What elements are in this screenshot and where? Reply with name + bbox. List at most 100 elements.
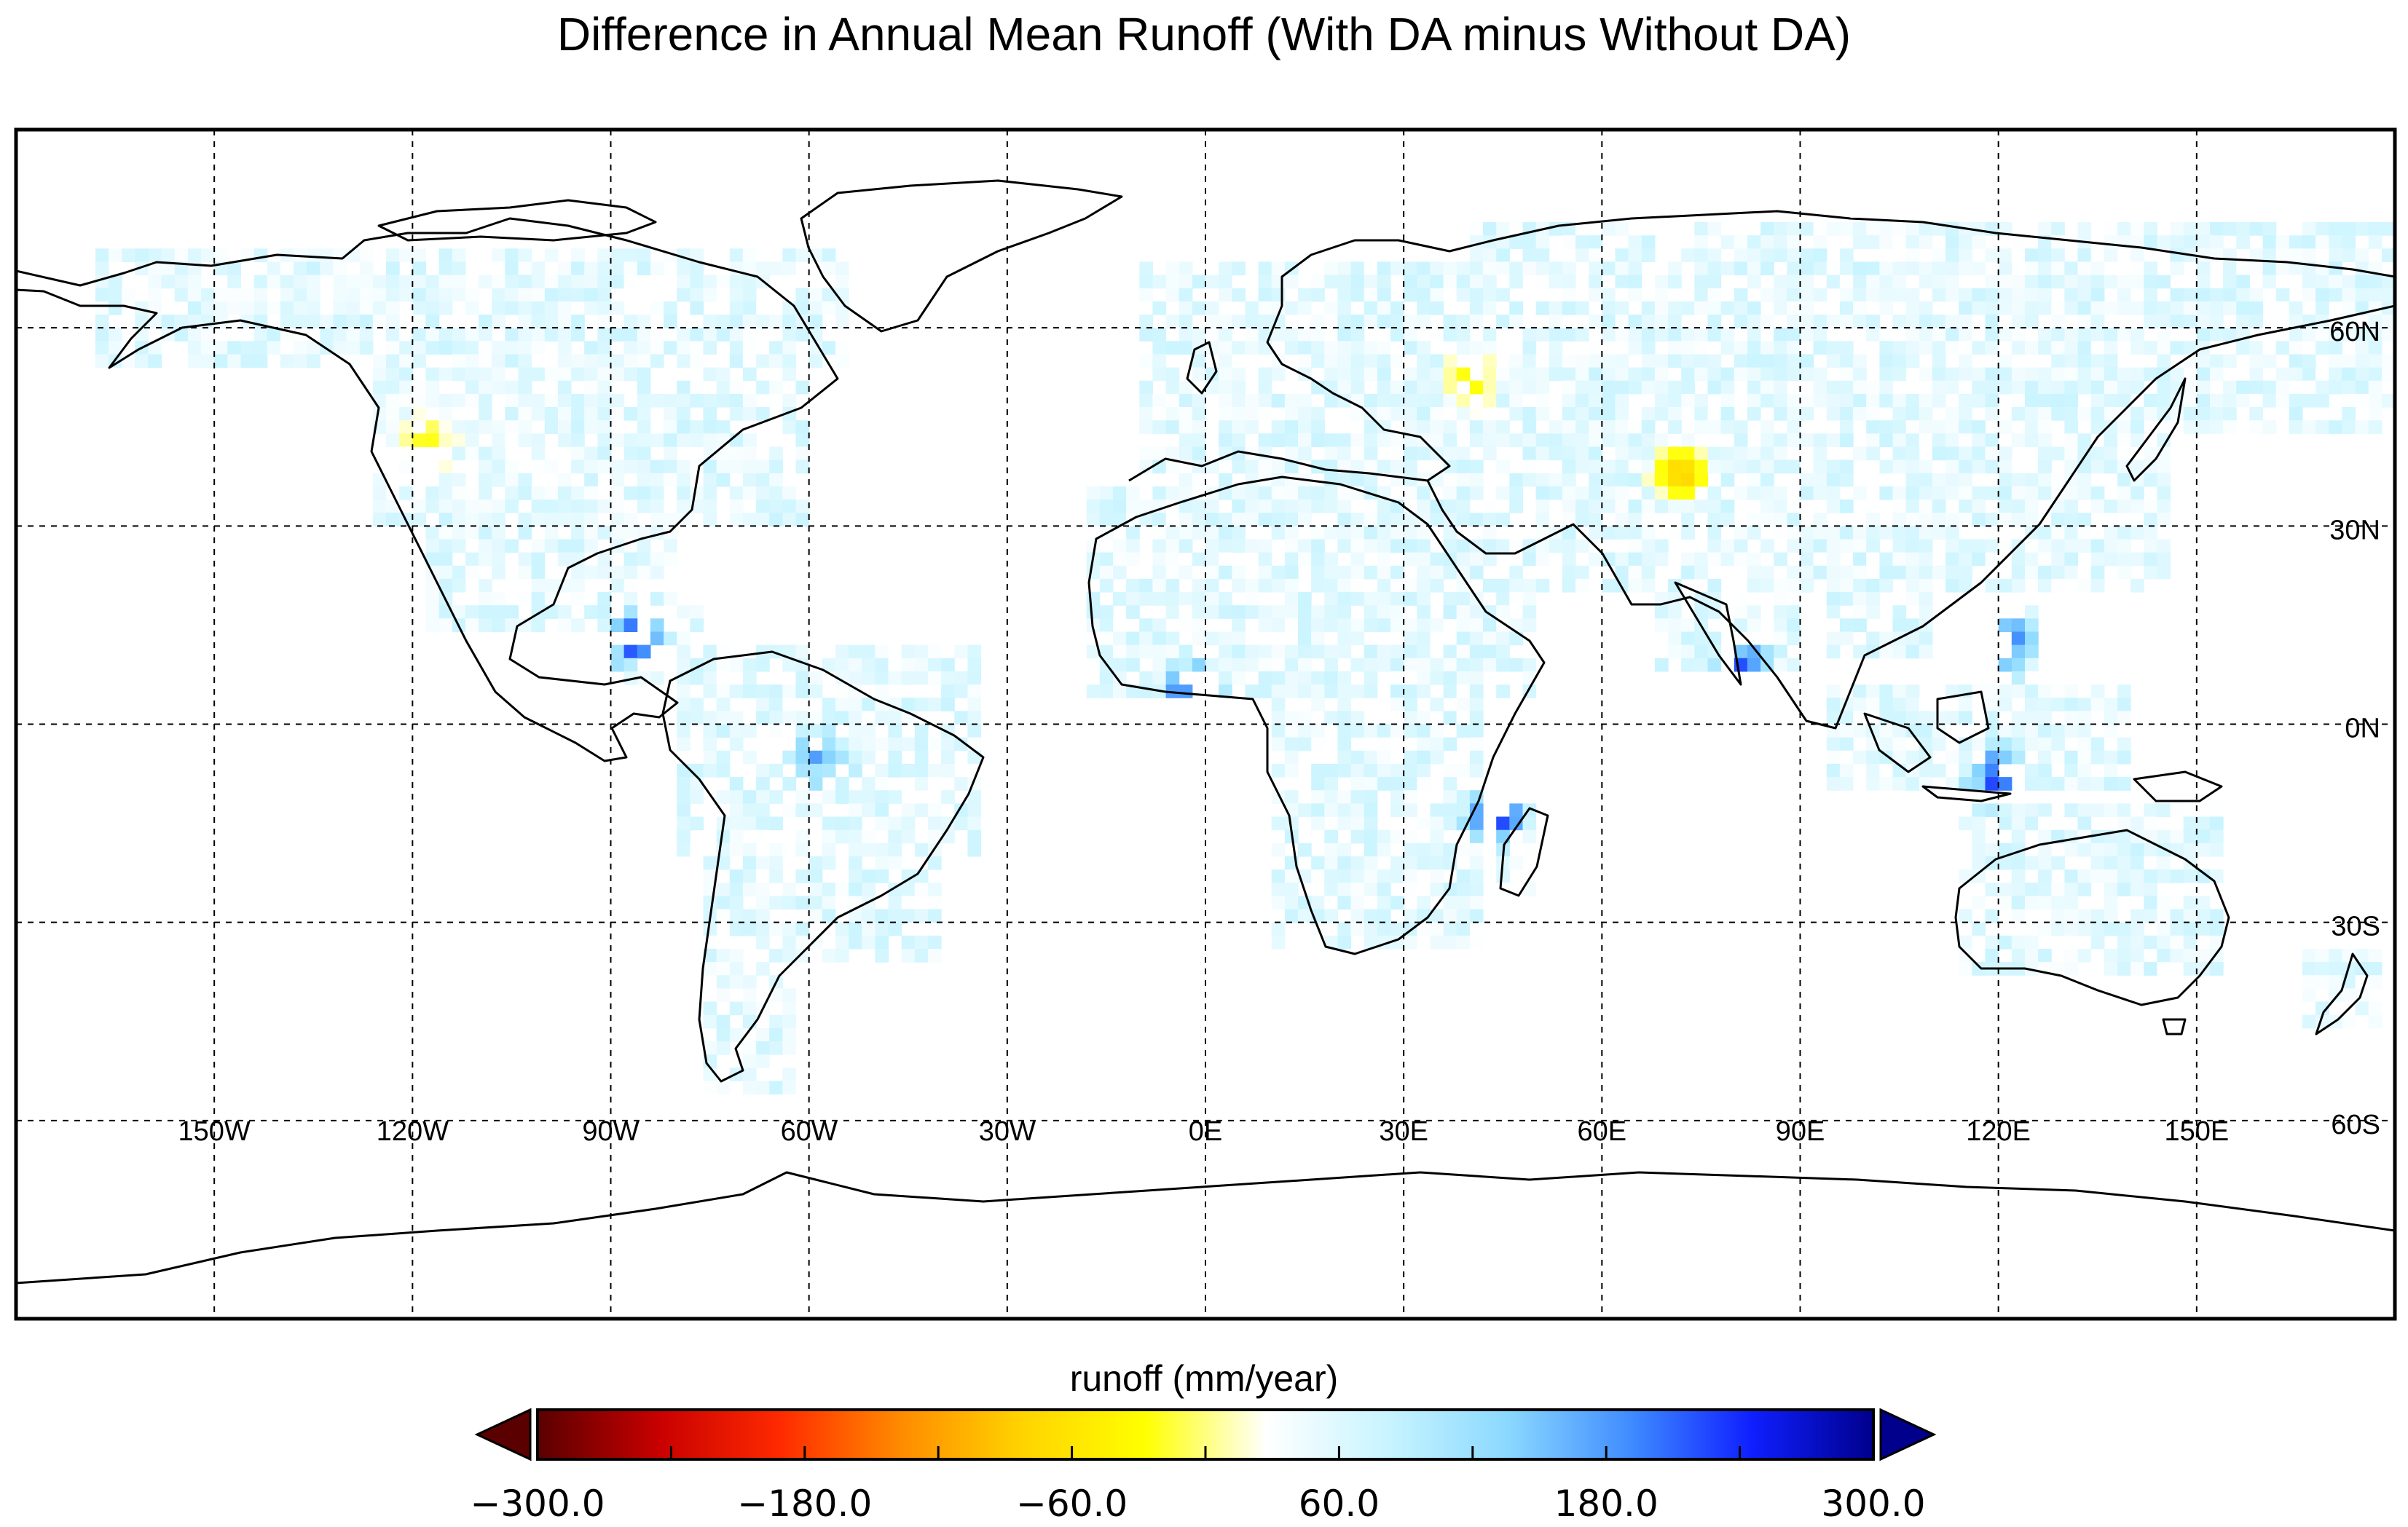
runoff-cell (465, 393, 479, 408)
colorbar-tick-label: 60.0 (1299, 1483, 1380, 1525)
runoff-cell (1469, 631, 1484, 646)
runoff-cell (1998, 486, 2012, 500)
runoff-cell (2144, 301, 2157, 315)
runoff-cell (716, 750, 731, 765)
runoff-cell (1959, 565, 1972, 580)
runoff-cell (1364, 446, 1378, 461)
runoff-cell (1165, 552, 1180, 567)
runoff-cell (1443, 816, 1457, 831)
runoff-cell (174, 288, 189, 302)
runoff-cell (1496, 539, 1510, 553)
runoff-cell (280, 275, 294, 289)
runoff-cell (2329, 275, 2342, 289)
runoff-cell (1483, 539, 1497, 553)
runoff-cell (1311, 777, 1325, 791)
runoff-cell (2038, 473, 2052, 487)
runoff-cell (1496, 248, 1510, 262)
runoff-cell (1602, 328, 1616, 342)
runoff-cell (914, 671, 929, 685)
runoff-cell (2144, 552, 2157, 567)
runoff-cell (1152, 393, 1167, 408)
runoff-cell (2090, 750, 2105, 765)
runoff-cell (703, 684, 717, 698)
runoff-cell (1430, 328, 1444, 342)
runoff-cell (1694, 288, 1708, 302)
runoff-cell (227, 261, 241, 276)
runoff-cell (280, 315, 294, 328)
runoff-cell (677, 407, 690, 421)
runoff-cell (109, 341, 122, 355)
runoff-cell (1839, 763, 1854, 778)
runoff-cell (1853, 261, 1867, 276)
runoff-cell (2038, 367, 2052, 382)
runoff-cell (2289, 275, 2303, 289)
runoff-cell (333, 275, 347, 289)
coast-indonesia (1863, 690, 2223, 802)
runoff-cell (1919, 500, 1933, 513)
runoff-cell (1377, 552, 1391, 567)
runoff-cell (1324, 658, 1338, 672)
runoff-cell (1271, 896, 1286, 910)
runoff-cell (1575, 433, 1589, 447)
runoff-cell (1879, 644, 1894, 659)
runoff-cell (1575, 578, 1589, 593)
runoff-cell (571, 486, 585, 500)
runoff-cell (1350, 763, 1365, 778)
runoff-cell (1694, 235, 1708, 249)
runoff-cell (1271, 658, 1286, 672)
runoff-cell (1919, 433, 1933, 447)
runoff-cell (1522, 473, 1537, 487)
runoff-cell (742, 248, 757, 262)
runoff-cell (1879, 552, 1894, 567)
runoff-cell (1271, 578, 1286, 593)
runoff-cell (1681, 341, 1695, 355)
runoff-cell (1404, 513, 1417, 526)
runoff-cell (2038, 724, 2052, 738)
runoff-cell (2011, 949, 2026, 963)
runoff-cell (716, 1081, 731, 1095)
runoff-cell (1390, 724, 1404, 738)
runoff-cell (2104, 552, 2118, 567)
runoff-cell (2170, 909, 2184, 923)
runoff-cell (862, 671, 876, 685)
lat-label: 60N (2329, 317, 2380, 347)
runoff-cell (637, 380, 651, 395)
runoff-cell (1284, 420, 1299, 434)
runoff-cell (2104, 367, 2118, 382)
runoff-cell (703, 513, 717, 526)
runoff-cell (1311, 341, 1325, 355)
runoff-cell (2038, 380, 2052, 395)
runoff-cell (1311, 790, 1325, 804)
runoff-cell (1179, 565, 1193, 580)
runoff-cell (1998, 816, 2012, 831)
runoff-cell (2368, 367, 2383, 382)
runoff-cell (782, 1081, 797, 1095)
runoff-cell (1628, 526, 1642, 540)
runoff-cell (1839, 275, 1854, 289)
runoff-cell (875, 869, 889, 883)
runoff-cell (1469, 420, 1484, 434)
runoff-cell (505, 500, 519, 513)
runoff-cell (1350, 803, 1365, 818)
runoff-cell (1522, 843, 1537, 857)
runoff-cell (2117, 869, 2131, 883)
runoff-cell (1562, 235, 1576, 249)
runoff-cell (1945, 288, 1959, 302)
runoff-cell (1430, 803, 1444, 818)
runoff-cell (1813, 393, 1827, 408)
runoff-cell (1959, 261, 1972, 276)
runoff-cell (703, 896, 717, 910)
runoff-cell (729, 829, 744, 844)
runoff-cell (2315, 261, 2329, 276)
runoff-cell (1522, 552, 1537, 567)
runoff-cell (1535, 275, 1550, 289)
runoff-cell (2130, 420, 2144, 434)
runoff-cell (148, 288, 162, 302)
runoff-cell (1787, 565, 1801, 580)
runoff-cell (1496, 684, 1510, 698)
runoff-cell (1390, 315, 1404, 328)
runoff-cell (1298, 737, 1312, 751)
runoff-cell (518, 275, 532, 289)
runoff-cell (2038, 328, 2052, 342)
runoff-cell (2368, 341, 2383, 355)
